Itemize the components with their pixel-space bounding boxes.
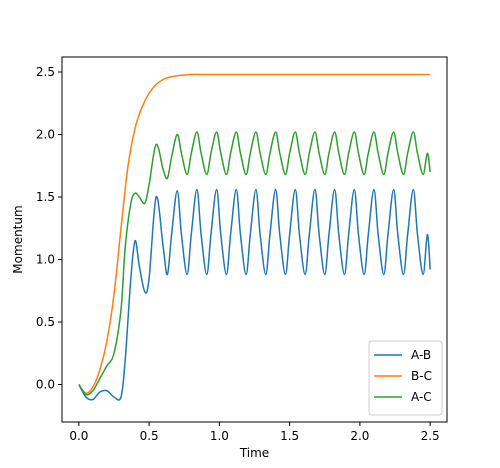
y-axis-label: Momentum: [11, 205, 25, 273]
y-axis-ticks: 0.0 0.5 1.0 1.5 2.0 2.5: [36, 65, 62, 392]
series-line-a-c: [78, 131, 431, 396]
x-tick-label: 2.5: [421, 429, 440, 443]
plot-lines: [78, 73, 431, 401]
y-tick-label: 0.5: [36, 315, 55, 329]
x-tick-label: 1.5: [280, 429, 299, 443]
series-line-b-c: [78, 73, 431, 395]
x-tick-label: 2.0: [350, 429, 369, 443]
legend-label-b-c: B-C: [411, 369, 432, 383]
y-tick-label: 2.5: [36, 65, 55, 79]
legend-label-a-b: A-B: [411, 348, 431, 362]
y-tick-label: 1.0: [36, 253, 55, 267]
legend-label-a-c: A-C: [411, 390, 432, 404]
x-axis-ticks: 0.0 0.5 1.0 1.5 2.0 2.5: [69, 422, 440, 443]
x-axis-label: Time: [239, 446, 269, 460]
series-line-a-b: [78, 188, 431, 401]
y-tick-label: 1.5: [36, 190, 55, 204]
plot-frame: [61, 56, 448, 423]
x-tick-label: 0.0: [69, 429, 88, 443]
legend: A-B B-C A-C: [368, 340, 443, 416]
x-tick-label: 1.0: [210, 429, 229, 443]
x-tick-label: 0.5: [140, 429, 159, 443]
y-tick-label: 0.0: [36, 378, 55, 392]
y-tick-label: 2.0: [36, 128, 55, 142]
